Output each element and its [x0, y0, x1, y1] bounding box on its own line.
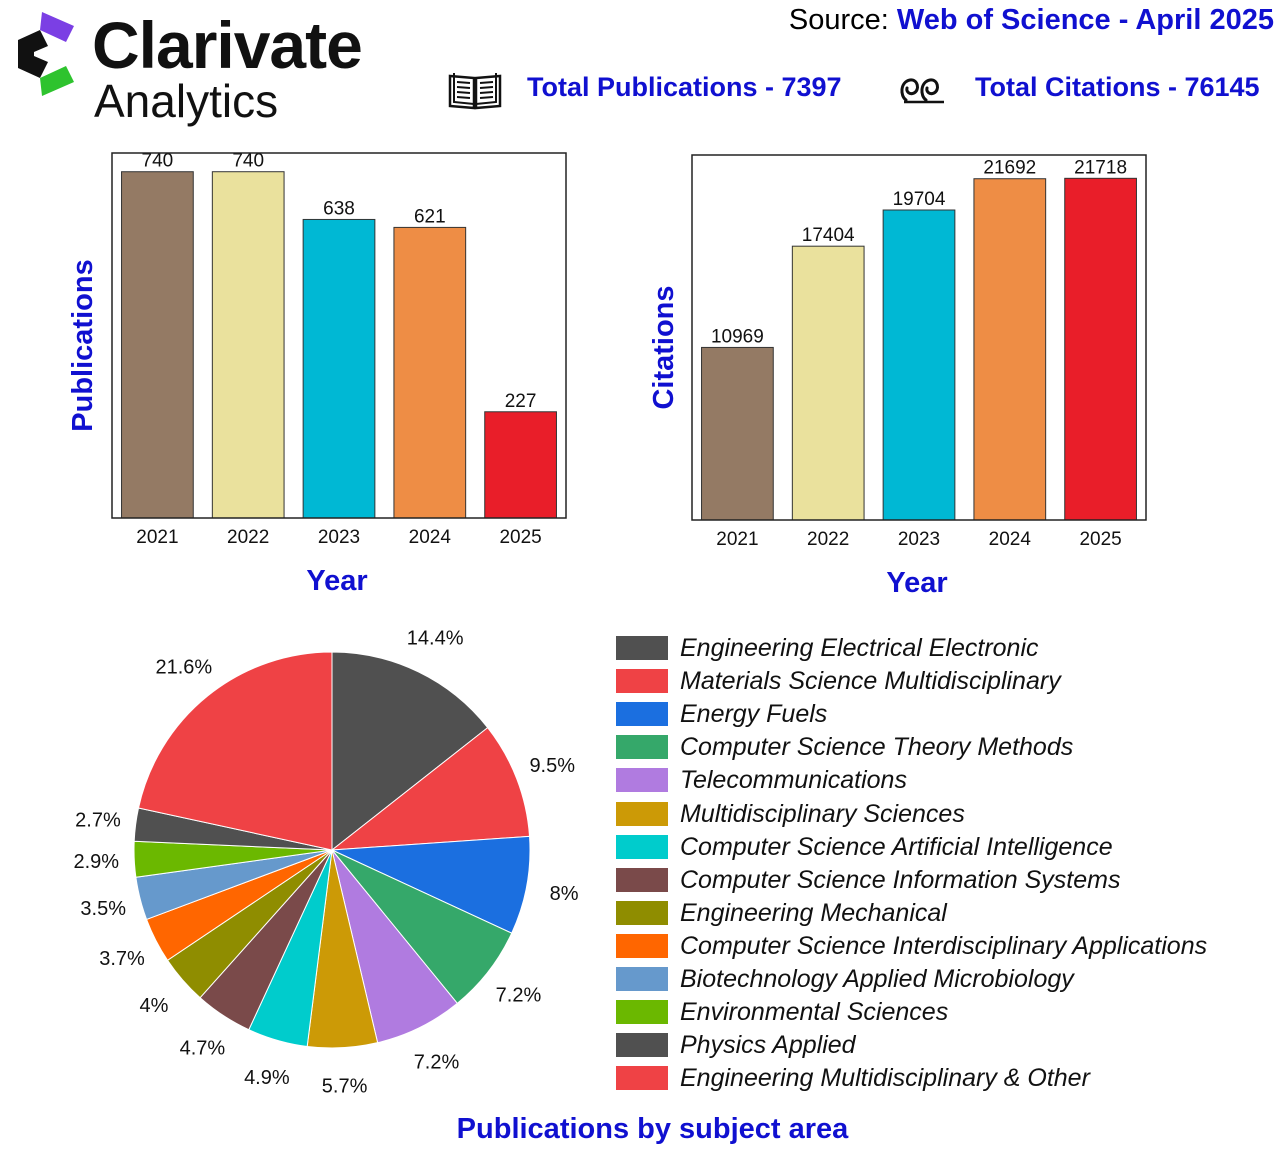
citations-bar-2025 — [1064, 177, 1137, 521]
legend-label: Telecommunications — [680, 766, 907, 795]
legend-label: Materials Science Multidisciplinary — [680, 667, 1061, 696]
brand-subtitle: Analytics — [94, 75, 279, 127]
legend-label: Biotechnology Applied Microbiology — [680, 965, 1074, 993]
publications-y-axis-label: Publications — [67, 259, 99, 431]
citations-bar-2024 — [973, 178, 1047, 521]
total-publications: Total Publications - 7397 — [527, 72, 842, 102]
citations-tick-label-2023: 2023 — [898, 529, 940, 550]
pie-title: Publications by subject area — [456, 1113, 849, 1145]
citations-plot-frame — [691, 154, 1147, 521]
citations-value-label-2022: 17404 — [802, 225, 855, 246]
pie-slice-3 — [331, 835, 531, 934]
citations-value-label-2025: 21718 — [1074, 157, 1127, 178]
publications-bar-2022 — [211, 171, 285, 519]
publications-value-label-2021: 740 — [142, 151, 174, 172]
clarivate-mark-icon — [18, 12, 74, 96]
citations-tick-label-2024: 2024 — [989, 529, 1032, 550]
legend-label: Engineering Multidisciplinary & Other — [680, 1064, 1090, 1093]
pie-value-label-2: 9.5% — [529, 755, 575, 777]
source-line: Source: Web of Science - April 2025 — [789, 4, 1274, 37]
pie-value-label-4: 7.2% — [496, 985, 542, 1007]
legend-swatch — [616, 636, 668, 660]
legend-swatch — [616, 735, 668, 760]
legend-swatch — [616, 1066, 668, 1091]
publications-value-label-2024: 621 — [414, 206, 446, 227]
pie-value-label-7: 4.9% — [244, 1067, 290, 1089]
legend-label: Computer Science Artificial Intelligence — [680, 832, 1113, 861]
publications-bar-2024 — [393, 226, 467, 519]
legend-label: Energy Fuels — [680, 700, 828, 729]
publications-value-label-2023: 638 — [323, 198, 355, 219]
brand-name: Clarivate — [92, 8, 363, 82]
pie-value-label-1: 14.4% — [407, 628, 464, 650]
pie-value-label-6: 5.7% — [322, 1076, 368, 1098]
pie-value-label-8: 4.7% — [180, 1037, 226, 1059]
pie-value-label-9: 4% — [140, 995, 169, 1017]
legend-swatch — [616, 702, 668, 727]
pie-slice-1 — [331, 651, 489, 852]
legend-swatch — [616, 933, 668, 958]
pie-value-label-11: 3.5% — [80, 898, 126, 920]
pie-value-label-12: 2.9% — [73, 851, 119, 873]
citations-bar-2022 — [791, 245, 865, 521]
legend-swatch — [616, 669, 668, 694]
citations-value-label-2024: 21692 — [983, 158, 1036, 179]
publications-tick-label-2025: 2025 — [499, 527, 541, 548]
legend-label: Computer Science Interdisciplinary Appli… — [680, 931, 1208, 960]
publications-tick-label-2024: 2024 — [409, 527, 452, 548]
legend-swatch — [616, 1033, 668, 1058]
quote-icon — [900, 78, 944, 104]
publications-x-axis-label: Year — [306, 565, 367, 597]
legend-label: Engineering Electrical Electronic — [680, 634, 1039, 662]
publications-tick-label-2023: 2023 — [318, 527, 360, 548]
publications-bar-2021 — [121, 171, 194, 519]
citations-x-axis-label: Year — [886, 567, 947, 599]
legend-label: Multidisciplinary Sciences — [680, 799, 965, 828]
citations-chart: 10969 2021 17404 2022 19704 2023 21692 2024 2171… — [648, 154, 1147, 599]
total-citations: Total Citations - 76145 — [975, 72, 1260, 102]
legend-label: Engineering Mechanical — [680, 898, 947, 927]
publications-bar-2025 — [484, 411, 557, 519]
legend-swatch — [616, 900, 668, 925]
publications-value-label-2025: 227 — [505, 391, 537, 412]
citations-tick-label-2021: 2021 — [716, 529, 758, 550]
legend-swatch — [616, 867, 668, 892]
source-value: Web of Science - April 2025 — [896, 4, 1274, 36]
book-icon — [448, 73, 502, 110]
legend-label: Physics Applied — [680, 1031, 856, 1060]
pie-slice-14 — [137, 651, 333, 851]
citations-value-label-2021: 10969 — [711, 326, 764, 347]
source-prefix: Source: — [788, 4, 897, 36]
legend-label: Computer Science Theory Methods — [680, 733, 1074, 762]
publications-value-label-2022: 740 — [232, 151, 264, 172]
publications-tick-label-2021: 2021 — [136, 527, 178, 548]
clarivate-logo: Clarivate Analytics — [0, 0, 380, 135]
pie-value-label-14: 21.6% — [156, 656, 213, 678]
pie-value-label-3: 8% — [550, 883, 579, 905]
legend-swatch — [616, 801, 668, 826]
pie-slice-2 — [330, 726, 531, 851]
citations-bar-2021 — [701, 346, 774, 521]
citations-tick-label-2025: 2025 — [1079, 529, 1121, 550]
legend-label: Computer Science Information Systems — [680, 865, 1121, 894]
publications-plot-frame — [111, 152, 567, 519]
citations-tick-label-2022: 2022 — [807, 529, 849, 550]
legend-swatch — [616, 768, 668, 793]
legend-label: Environmental Sciences — [680, 998, 949, 1027]
legend-swatch — [616, 1000, 668, 1025]
pie-value-label-10: 3.7% — [99, 948, 145, 970]
pie-value-label-13: 2.7% — [75, 810, 121, 832]
subject-pie-chart: 14.4% 9.5% 8% 7.2% 7.2% 5.7% 4.9% 4.7% 4% 3.7% 3.5… — [73, 628, 578, 1098]
legend-swatch — [616, 834, 668, 859]
publications-tick-label-2022: 2022 — [227, 527, 269, 548]
pie-value-label-5: 7.2% — [414, 1052, 460, 1074]
publications-chart: 740 2021 740 2022 638 2023 621 2024 227 2025 Year P… — [67, 151, 567, 597]
publications-bar-2023 — [302, 218, 376, 519]
legend-swatch — [616, 967, 668, 991]
citations-value-label-2023: 19704 — [893, 189, 946, 210]
citations-bar-2023 — [882, 209, 956, 521]
citations-y-axis-label: Citations — [648, 285, 680, 409]
